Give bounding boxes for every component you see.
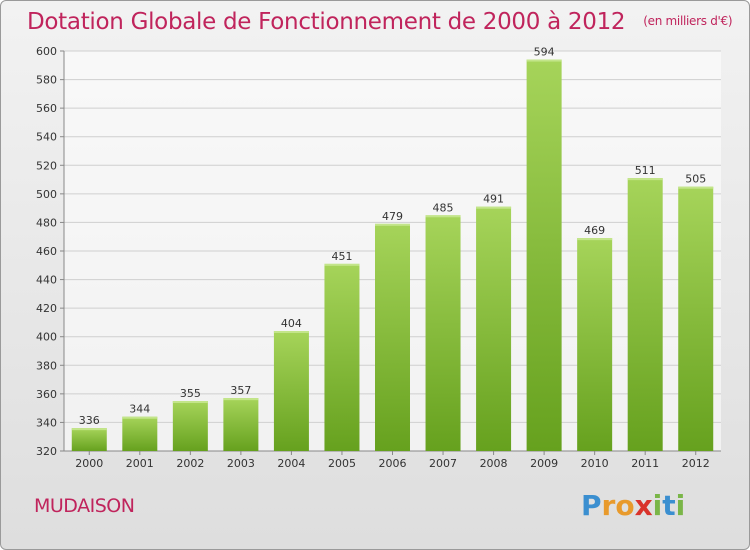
data-label: 336 xyxy=(79,414,100,427)
bar xyxy=(678,186,714,451)
x-tick-label: 2001 xyxy=(126,457,154,470)
data-label: 355 xyxy=(180,387,201,400)
data-label: 357 xyxy=(230,384,251,397)
commune-name: MUDAISON xyxy=(34,495,135,517)
bar xyxy=(526,59,562,451)
bar-highlight xyxy=(324,263,360,266)
bar-highlight xyxy=(223,398,259,401)
x-tick-label: 2010 xyxy=(581,457,609,470)
x-tick-label: 2003 xyxy=(227,457,255,470)
bar xyxy=(122,416,158,451)
proxiti-logo: Proxiti xyxy=(581,489,685,522)
y-tick-label: 500 xyxy=(36,188,57,201)
x-tick-label: 2000 xyxy=(75,457,103,470)
bar-highlight xyxy=(526,59,562,62)
logo-letter: o xyxy=(615,489,635,522)
bar-highlight xyxy=(122,416,158,419)
bar-highlight xyxy=(476,206,512,209)
bar xyxy=(375,223,410,451)
y-tick-label: 600 xyxy=(36,45,57,58)
data-label: 451 xyxy=(331,250,352,263)
logo-letter: i xyxy=(652,489,663,522)
bar-highlight xyxy=(273,331,309,333)
bar xyxy=(324,263,360,451)
title-text: Dotation Globale de Fonctionnement de 20… xyxy=(27,9,626,35)
x-tick-label: 2005 xyxy=(328,457,356,470)
bar-highlight xyxy=(71,428,107,431)
data-label: 491 xyxy=(483,193,504,206)
y-tick-label: 380 xyxy=(36,359,57,372)
x-tick-label: 2006 xyxy=(379,457,407,470)
data-label: 511 xyxy=(635,164,656,177)
bar-highlight xyxy=(172,401,208,403)
x-tick-label: 2011 xyxy=(631,457,659,470)
logo-letter: P xyxy=(581,489,602,522)
x-tick-label: 2012 xyxy=(682,457,710,470)
data-label: 469 xyxy=(584,224,605,237)
logo-letter: x xyxy=(634,489,653,522)
y-tick-label: 360 xyxy=(36,388,57,401)
bar-highlight xyxy=(627,178,663,181)
data-label: 479 xyxy=(382,210,403,223)
x-tick-label: 2009 xyxy=(530,457,558,470)
logo-letter: i xyxy=(675,489,686,522)
y-tick-label: 420 xyxy=(36,302,57,315)
bar-highlight xyxy=(375,223,410,226)
logo-letter: t xyxy=(662,489,676,522)
logo-letter: r xyxy=(601,489,616,522)
bar xyxy=(71,428,107,451)
unit-label: (en milliers d'€) xyxy=(643,14,733,28)
data-label: 485 xyxy=(433,201,454,214)
x-tick-label: 2004 xyxy=(277,457,305,470)
y-tick-label: 400 xyxy=(36,331,57,344)
x-tick-label: 2002 xyxy=(176,457,204,470)
bar-highlight xyxy=(425,215,461,218)
bar xyxy=(172,401,208,451)
data-label: 404 xyxy=(281,317,302,330)
y-tick-label: 540 xyxy=(36,131,57,144)
y-tick-label: 340 xyxy=(36,416,57,429)
bar xyxy=(223,398,259,451)
x-tick-label: 2008 xyxy=(480,457,508,470)
data-label: 344 xyxy=(129,403,150,416)
data-label: 505 xyxy=(685,173,706,186)
bar xyxy=(577,238,613,451)
x-tick-label: 2007 xyxy=(429,457,457,470)
y-tick-label: 560 xyxy=(36,102,57,115)
chart-title: Dotation Globale de Fonctionnement de 20… xyxy=(27,9,733,35)
bar xyxy=(627,178,663,451)
y-tick-label: 440 xyxy=(36,274,57,287)
y-tick-label: 580 xyxy=(36,74,57,87)
y-tick-label: 520 xyxy=(36,159,57,172)
y-tick-label: 320 xyxy=(36,445,57,458)
bar xyxy=(273,331,309,451)
y-tick-label: 480 xyxy=(36,216,57,229)
data-label: 594 xyxy=(534,46,555,59)
bar xyxy=(476,206,512,451)
bar-highlight xyxy=(577,238,613,241)
bar xyxy=(425,215,461,451)
y-tick-label: 460 xyxy=(36,245,57,258)
bar-highlight xyxy=(678,186,714,189)
